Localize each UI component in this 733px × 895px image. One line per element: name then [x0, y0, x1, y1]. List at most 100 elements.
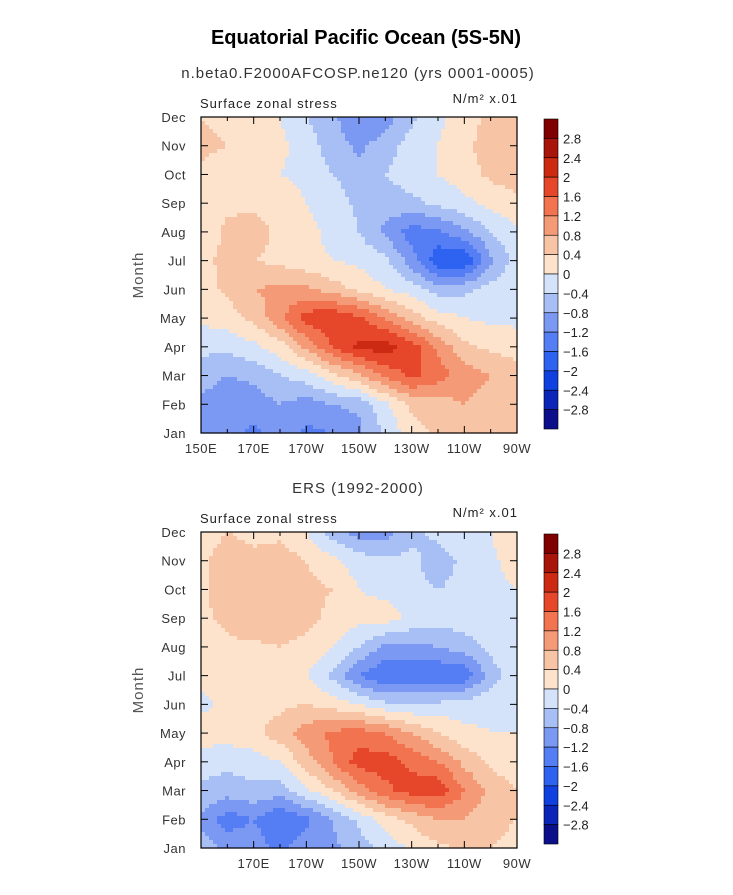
heatmap-cell [413, 149, 418, 154]
heatmap-cell [269, 201, 274, 206]
heatmap-cell [373, 317, 378, 322]
heatmap-cell [241, 293, 246, 298]
y-axis-title: Month [130, 252, 147, 299]
heatmap-cell [269, 129, 274, 134]
heatmap-cell [477, 141, 482, 146]
heatmap-cell [393, 241, 398, 246]
heatmap-cell [321, 141, 326, 146]
heatmap-cell [225, 281, 230, 286]
heatmap-cell [297, 125, 302, 130]
heatmap-cell [501, 321, 506, 326]
heatmap-cell [253, 205, 258, 210]
heatmap-cell [293, 337, 298, 342]
heatmap-cell [493, 313, 498, 318]
heatmap-cell [213, 333, 218, 338]
heatmap-cell [389, 229, 394, 234]
heatmap-cell [393, 165, 398, 170]
heatmap-cell [341, 281, 346, 286]
heatmap-cell [441, 153, 446, 158]
heatmap-cell [225, 337, 230, 342]
heatmap-cell [341, 125, 346, 130]
heatmap-cell [433, 357, 438, 362]
heatmap-cell [325, 261, 330, 266]
heatmap-cell [257, 185, 262, 190]
heatmap-cell [405, 289, 410, 294]
heatmap-cell [349, 277, 354, 282]
heatmap-cell [241, 249, 246, 254]
heatmap-cell [513, 353, 518, 358]
heatmap-cell [389, 261, 394, 266]
heatmap-cell [461, 301, 466, 306]
heatmap-cell [353, 333, 358, 338]
heatmap-cell [513, 237, 518, 242]
heatmap-cell [217, 137, 222, 142]
heatmap-cell [485, 261, 490, 266]
heatmap-cell [381, 253, 386, 258]
heatmap-cell [373, 153, 378, 158]
heatmap-cell [373, 189, 378, 194]
heatmap-cell [489, 365, 494, 370]
heatmap-cell [421, 173, 426, 178]
heatmap-cell [333, 245, 338, 250]
heatmap-cell [413, 261, 418, 266]
heatmap-cell [493, 273, 498, 278]
heatmap-cell [465, 333, 470, 338]
heatmap-cell [437, 161, 442, 166]
heatmap-cell [481, 273, 486, 278]
heatmap-cell [329, 129, 334, 134]
heatmap-cell [325, 169, 330, 174]
heatmap-cell [413, 153, 418, 158]
heatmap-cell [409, 181, 414, 186]
heatmap-cell [217, 353, 222, 358]
heatmap-cell [297, 349, 302, 354]
heatmap-cell [333, 261, 338, 266]
heatmap-cell [249, 277, 254, 282]
heatmap-cell [481, 245, 486, 250]
heatmap-cell [269, 225, 274, 230]
heatmap-cell [393, 325, 398, 330]
heatmap-cell [485, 281, 490, 286]
heatmap-cell [329, 269, 334, 274]
heatmap-cell [321, 289, 326, 294]
heatmap-cell [373, 313, 378, 318]
heatmap-cell [461, 189, 466, 194]
heatmap-cell [465, 157, 470, 162]
heatmap-cell [313, 197, 318, 202]
heatmap-cell [301, 237, 306, 242]
heatmap-cell [237, 237, 242, 242]
heatmap-cell [325, 121, 330, 126]
heatmap-cell [437, 337, 442, 342]
heatmap-cell [329, 125, 334, 130]
heatmap-cell [509, 133, 514, 138]
heatmap-cell [409, 173, 414, 178]
heatmap-cell [241, 285, 246, 290]
heatmap-cell [421, 317, 426, 322]
heatmap-cell [265, 149, 270, 154]
heatmap-cell [229, 137, 234, 142]
heatmap-cell [457, 281, 462, 286]
heatmap-cell [469, 325, 474, 330]
heatmap-cell [257, 325, 262, 330]
heatmap-cell [457, 133, 462, 138]
heatmap-cell [357, 149, 362, 154]
heatmap-cell [209, 185, 214, 190]
heatmap-cell [201, 261, 206, 266]
heatmap-cell [481, 357, 486, 362]
heatmap-cell [413, 293, 418, 298]
heatmap-cell [293, 313, 298, 318]
heatmap-cell [257, 261, 262, 266]
heatmap-cell [373, 245, 378, 250]
heatmap-cell [377, 189, 382, 194]
heatmap-cell [453, 217, 458, 222]
heatmap-cell [245, 233, 250, 238]
heatmap-cell [429, 313, 434, 318]
heatmap-cell [201, 317, 206, 322]
heatmap-cell [329, 265, 334, 270]
heatmap-cell [441, 205, 446, 210]
heatmap-cell [361, 325, 366, 330]
heatmap-cell [421, 201, 426, 206]
heatmap-cell [221, 277, 226, 282]
heatmap-cell [293, 117, 298, 122]
heatmap-cell [317, 285, 322, 290]
heatmap-cell [445, 129, 450, 134]
